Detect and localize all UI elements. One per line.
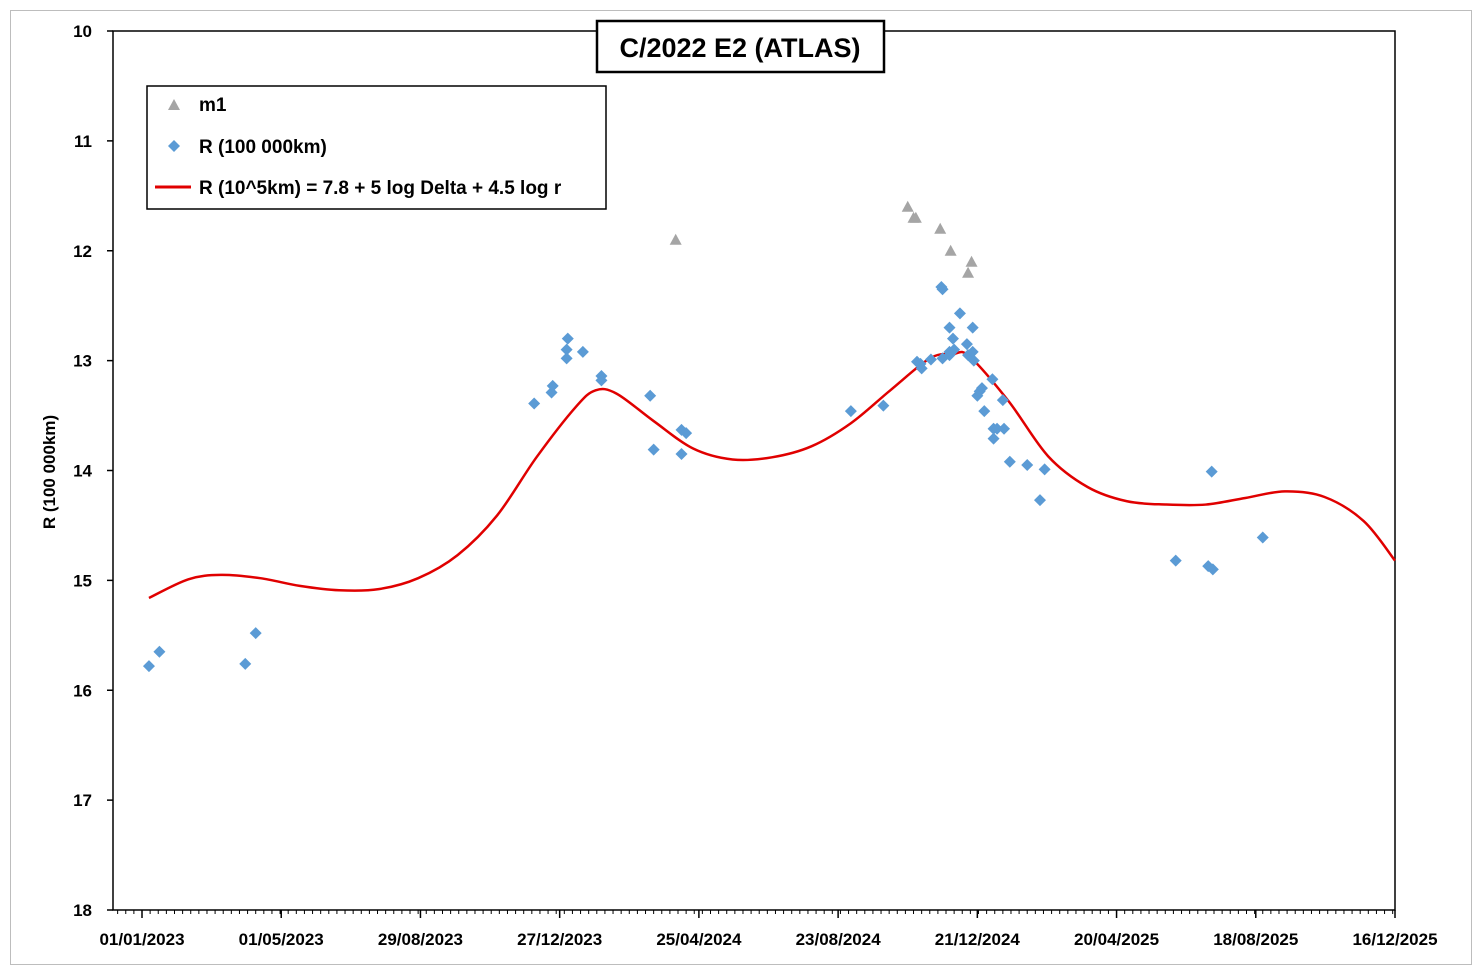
r-data-point (528, 397, 541, 410)
legend-label-model: R (10^5km) = 7.8 + 5 log Delta + 4.5 log… (199, 178, 562, 199)
r-data-point (675, 448, 688, 461)
r-data-point (644, 389, 657, 402)
r-data-point (915, 362, 928, 375)
y-tick-label: 16 (73, 681, 92, 700)
x-tick-label: 01/05/2023 (239, 930, 324, 949)
r-data-point (1021, 459, 1034, 472)
r-data-point (561, 332, 574, 345)
r-data-point (996, 394, 1009, 407)
r-data-point (576, 345, 589, 358)
r-data-point (1169, 554, 1182, 567)
r-data-point (998, 422, 1011, 435)
r-data-point (953, 307, 966, 320)
legend-item-m1: m1 (168, 95, 227, 116)
r-data-point (924, 353, 937, 366)
r-data-point (142, 660, 155, 673)
x-tick-label: 01/01/2023 (99, 930, 184, 949)
m1-data-point (944, 244, 957, 256)
r-data-point (1256, 531, 1269, 544)
points-layer (142, 200, 1269, 673)
r-data-point (987, 432, 1000, 445)
x-tick-label: 23/08/2024 (796, 930, 882, 949)
legend-item-r: R (100 000km) (168, 137, 327, 158)
r-data-point (936, 283, 949, 296)
r-data-point (948, 343, 961, 356)
x-tick-label: 29/08/2023 (378, 930, 463, 949)
x-tick-label: 18/08/2025 (1213, 930, 1298, 949)
r-data-point (975, 382, 988, 395)
r-data-point (1038, 463, 1051, 476)
x-tick-label: 21/12/2024 (935, 930, 1021, 949)
r-data-point (1033, 494, 1046, 507)
r-data-point (1003, 455, 1016, 468)
m1-data-point (962, 266, 975, 278)
r-data-point (153, 645, 166, 658)
model-curve-line (148, 350, 1396, 600)
legend-label-r: R (100 000km) (199, 137, 327, 158)
r-data-point (1206, 563, 1219, 576)
r-data-point (978, 405, 991, 418)
r-data-point (680, 427, 693, 440)
y-tick-label: 14 (73, 462, 92, 481)
r-data-point (249, 627, 262, 640)
r-data-point (991, 422, 1004, 435)
y-tick-label: 18 (73, 901, 92, 920)
r-data-point (1205, 465, 1218, 478)
m1-data-point (669, 233, 682, 245)
x-tick-label: 20/04/2025 (1074, 930, 1159, 949)
x-tick-label: 27/12/2023 (517, 930, 602, 949)
y-tick-label: 10 (73, 22, 92, 41)
m1-data-point (934, 222, 947, 234)
legend: m1 R (100 000km) R (10^5km) = 7.8 + 5 lo… (146, 85, 607, 210)
r-data-point (546, 379, 559, 392)
legend-marker-r (168, 140, 180, 152)
y-tick-label: 12 (73, 242, 92, 261)
r-data-point (960, 338, 973, 351)
m1-data-point (901, 200, 914, 212)
line-layer (148, 350, 1396, 600)
r-data-point (560, 352, 573, 365)
r-data-point (560, 343, 573, 356)
m1-data-point (909, 211, 922, 223)
legend-marker-m1 (168, 99, 180, 110)
r-data-point (595, 374, 608, 387)
r-data-point (239, 657, 252, 670)
r-data-point (966, 345, 979, 358)
m1-data-point (965, 255, 978, 267)
legend-label-m1: m1 (199, 95, 227, 116)
y-tick-label: 11 (74, 132, 92, 151)
r-data-point (967, 354, 980, 367)
x-tick-label: 25/04/2024 (656, 930, 742, 949)
chart-frame (10, 10, 1472, 965)
r-data-point (877, 399, 890, 412)
chart-title: C/2022 E2 (ATLAS) (619, 33, 860, 63)
y-tick-label: 17 (73, 791, 92, 810)
y-axis-title: R (100 000km) (40, 415, 59, 529)
r-data-point (844, 405, 857, 418)
x-tick-label: 16/12/2025 (1352, 930, 1437, 949)
r-data-point (946, 332, 959, 345)
r-data-point (986, 373, 999, 386)
chart-title-box: C/2022 E2 (ATLAS) (595, 19, 886, 74)
r-data-point (647, 443, 660, 456)
r-data-point (966, 321, 979, 334)
r-data-point (943, 321, 956, 334)
legend-item-model: R (10^5km) = 7.8 + 5 log Delta + 4.5 log… (155, 178, 562, 199)
y-tick-label: 13 (73, 352, 92, 371)
y-tick-label: 15 (73, 571, 92, 590)
